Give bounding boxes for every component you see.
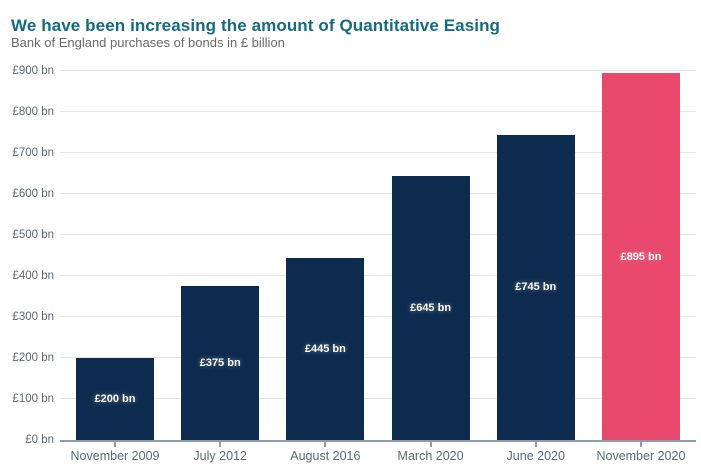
gridline <box>60 275 696 276</box>
y-axis-tick-label: £600 bn <box>12 188 54 201</box>
bar-value-label: £200 bn <box>94 393 136 405</box>
gridline <box>60 70 696 71</box>
y-axis-tick-label: £800 bn <box>12 106 54 119</box>
bar-value-label: £645 bn <box>410 301 452 314</box>
y-axis-tick-label: £200 bn <box>12 352 54 365</box>
bar-value-label: £375 bn <box>199 357 241 370</box>
x-axis-labels: November 2009 July 2012 August 2016 March 2… <box>60 442 696 463</box>
bar: £895 bn <box>601 73 680 440</box>
y-axis-tick-label: £700 bn <box>12 147 54 159</box>
chart-subtitle: Bank of England purchases of bonds in £ … <box>11 35 285 50</box>
gridline <box>60 357 696 358</box>
bar-value-label: £895 bn <box>620 250 662 263</box>
chart-title: We have been increasing the amount of Qu… <box>11 16 501 36</box>
x-axis-tick-label: June 2020 <box>506 449 565 463</box>
x-axis-tick-label: November 2020 <box>596 449 686 463</box>
bar: £745 bn <box>496 134 575 440</box>
x-axis-tick <box>534 442 537 447</box>
x-axis-tick <box>639 442 642 447</box>
y-axis-tick-label: £300 bn <box>12 311 54 324</box>
gridline <box>60 152 696 153</box>
x-axis-tick-label: August 2016 <box>290 449 361 463</box>
bar: £375 bn <box>181 286 260 440</box>
bar: £645 bn <box>391 175 470 440</box>
plot-area: £200 bn £375 bn £445 bn £645 bn £745 bn £895 … <box>60 70 696 442</box>
x-axis-tick <box>429 442 432 447</box>
y-axis-labels: £0 bn £100 bn £200 bn £300 bn £400 bn £500 bn… <box>0 65 54 446</box>
y-axis-tick-label: £100 bn <box>12 393 54 406</box>
x-axis-category: March 2020 <box>392 442 470 463</box>
gridline <box>60 193 696 194</box>
gridline <box>60 111 696 112</box>
gridline <box>60 234 696 235</box>
gridline <box>60 398 696 399</box>
x-axis-tick <box>324 442 327 447</box>
x-axis-tick-label: November 2009 <box>70 449 160 463</box>
x-axis-category: August 2016 <box>286 442 364 463</box>
bars-row: £200 bn £375 bn £445 bn £645 bn £745 bn £895 … <box>60 71 696 440</box>
x-axis-category: June 2020 <box>497 442 575 463</box>
x-axis-tick <box>114 442 116 447</box>
bar: £200 bn <box>76 358 154 440</box>
x-axis-tick-label: July 2012 <box>193 449 247 463</box>
bar-value-label: £445 bn <box>304 342 346 355</box>
x-axis-category: July 2012 <box>181 442 259 463</box>
x-axis-category: November 2009 <box>71 442 159 463</box>
x-axis-tick <box>219 442 222 447</box>
x-axis-tick-label: March 2020 <box>397 449 464 463</box>
gridline <box>60 316 696 317</box>
y-axis-tick-label: £500 bn <box>12 229 54 241</box>
y-axis-tick-label: £400 bn <box>12 270 54 283</box>
y-axis-tick-label: £0 bn <box>25 434 54 446</box>
y-axis-tick-label: £900 bn <box>12 65 54 77</box>
x-axis-category: November 2020 <box>596 442 685 463</box>
bar-value-label: £745 bn <box>515 281 557 294</box>
bar: £445 bn <box>286 257 365 440</box>
